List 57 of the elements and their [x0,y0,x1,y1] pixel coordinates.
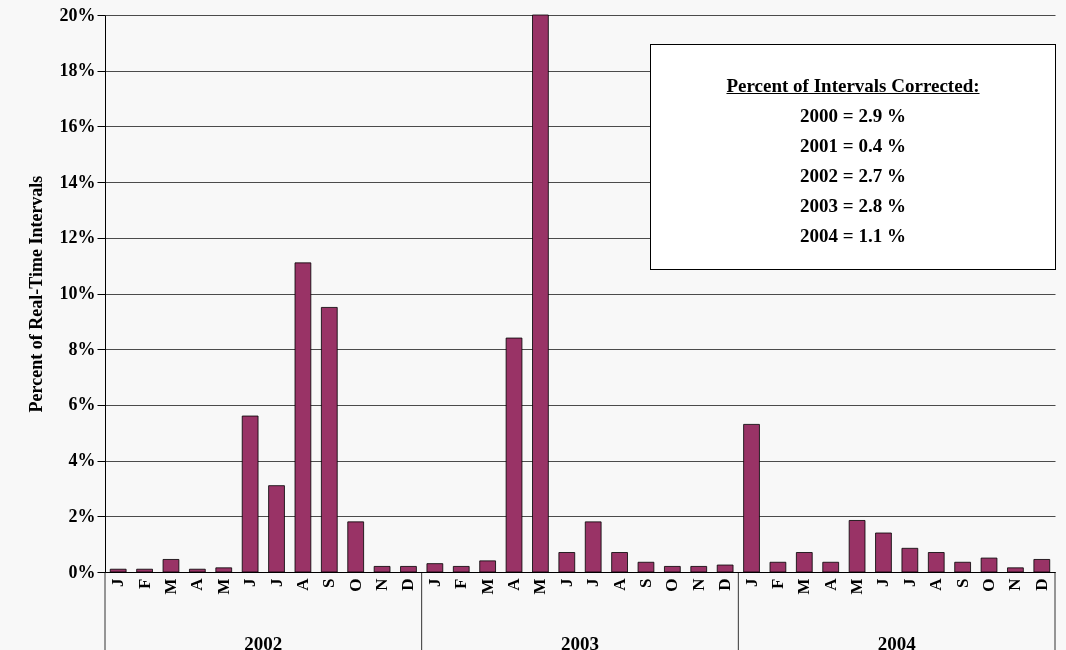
x-tick-label: D [1031,578,1051,591]
y-axis-title: Percent of Real-Time Intervals [25,175,46,413]
x-tick-label: M [160,578,180,595]
x-tick-label: M [847,578,867,595]
x-tick-label: A [820,577,840,591]
x-tick-label: S [635,578,655,588]
x-tick-label: N [372,577,392,591]
x-tick-label: J [741,578,761,587]
text: 2004 [877,633,917,650]
x-tick-label: D [715,578,735,591]
annotation: 2003 = 2.8 % [799,194,907,218]
x-tick-label: O [345,578,365,592]
x-tick-label: M [530,578,550,595]
y-tick-label: 4% [68,450,96,471]
y-tick-label: 0% [68,561,96,582]
text: 2003 [561,633,599,650]
x-tick-label: J [899,578,919,587]
x-tick-label: M [213,578,233,595]
x-tick-label: J [266,578,286,587]
x-tick-label: A [504,577,524,591]
x-tick-label: J [108,578,128,587]
x-tick-label: S [952,578,972,588]
annotation: 2001 = 0.4 % [799,134,907,158]
y-tick-label: 12% [59,227,96,248]
x-tick-label: A [187,577,207,591]
y-tick-label: 20% [59,4,96,25]
text: 2002 [244,633,283,650]
y-tick-label: 14% [59,171,96,192]
y-tick-label: 2% [68,505,96,526]
x-tick-label: J [424,578,444,587]
x-tick-label: S [319,578,339,588]
x-tick-label: J [240,578,260,587]
y-tick-label: 6% [68,394,96,415]
x-tick-label: N [1005,577,1025,591]
annotation: 2004 = 1.1 % [799,224,907,248]
x-tick-label: F [134,578,154,589]
y-tick-label: 18% [59,60,96,81]
x-tick-label: O [662,578,682,592]
annotation: Percent of Intervals Corrected: [725,74,981,98]
annotation: 2002 = 2.7 % [799,164,907,188]
x-tick-label: F [451,578,471,589]
annotation: 2000 = 2.9 % [799,104,907,128]
x-tick-label: M [477,578,497,595]
x-tick-label: J [873,578,893,587]
y-tick-label: 10% [59,283,96,303]
x-tick-label: N [688,577,708,591]
x-tick-label: M [794,578,814,595]
x-tick-label: A [609,577,629,591]
x-tick-label: D [398,578,418,591]
y-tick-label: 8% [68,338,96,359]
x-tick-label: A [926,577,946,591]
x-tick-label: F [767,578,787,589]
x-tick-label: A [292,577,312,591]
x-tick-label: J [556,578,576,587]
x-tick-label: O [979,578,999,592]
y-tick-label: 16% [59,115,96,136]
x-tick-label: J [583,578,603,587]
